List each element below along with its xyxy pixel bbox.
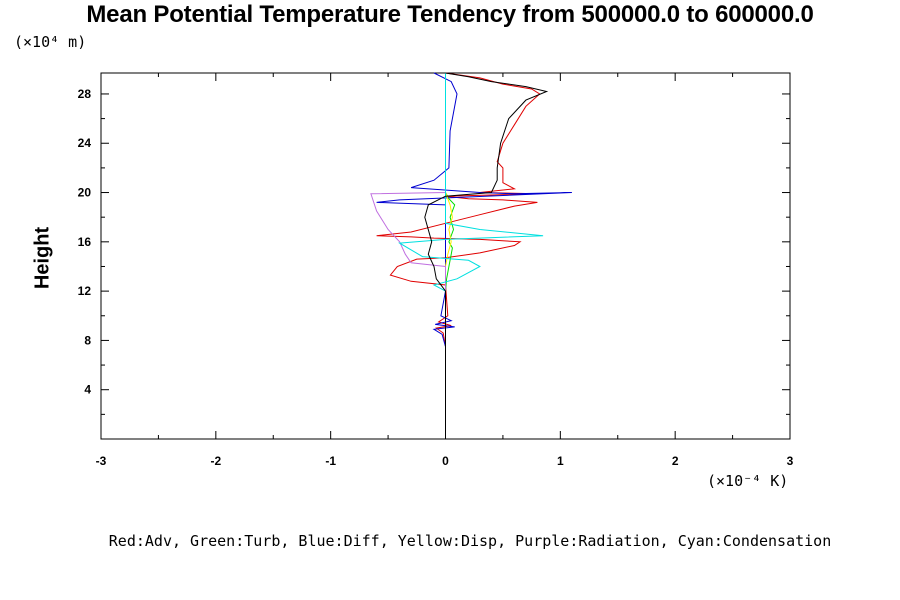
y-tick-label: 8 — [84, 333, 91, 347]
x-tick-label: 1 — [557, 454, 564, 468]
series-line-diff — [376, 72, 572, 439]
series-line-total — [424, 72, 549, 439]
x-tick-label: -1 — [325, 454, 336, 468]
x-tick-label: 2 — [672, 454, 679, 468]
series-line-adv — [376, 72, 541, 439]
legend-text: Red:Adv, Green:Turb, Blue:Diff, Yellow:D… — [108, 532, 832, 550]
series-line-disp — [445, 73, 453, 439]
x-tick-label: 3 — [787, 454, 794, 468]
y-tick-label: 4 — [84, 383, 91, 397]
series-line-turb — [445, 73, 456, 439]
chart-title: Mean Potential Temperature Tendency from… — [86, 1, 814, 28]
y-tick-label: 12 — [78, 284, 92, 298]
x-tick-label: -2 — [210, 454, 221, 468]
x-tick-label: -3 — [96, 454, 107, 468]
series-line-radiation — [370, 73, 446, 439]
y-tick-label: 28 — [78, 87, 92, 101]
series-line-condensation — [397, 73, 544, 439]
x-axis-unit: (×10⁻⁴ K) — [707, 472, 789, 490]
y-tick-label: 24 — [78, 136, 92, 150]
y-tick-label: 20 — [78, 186, 92, 200]
y-axis-unit: (×10⁴ m) — [14, 33, 87, 51]
x-tick-label: 0 — [442, 454, 449, 468]
y-tick-label: 16 — [78, 235, 92, 249]
